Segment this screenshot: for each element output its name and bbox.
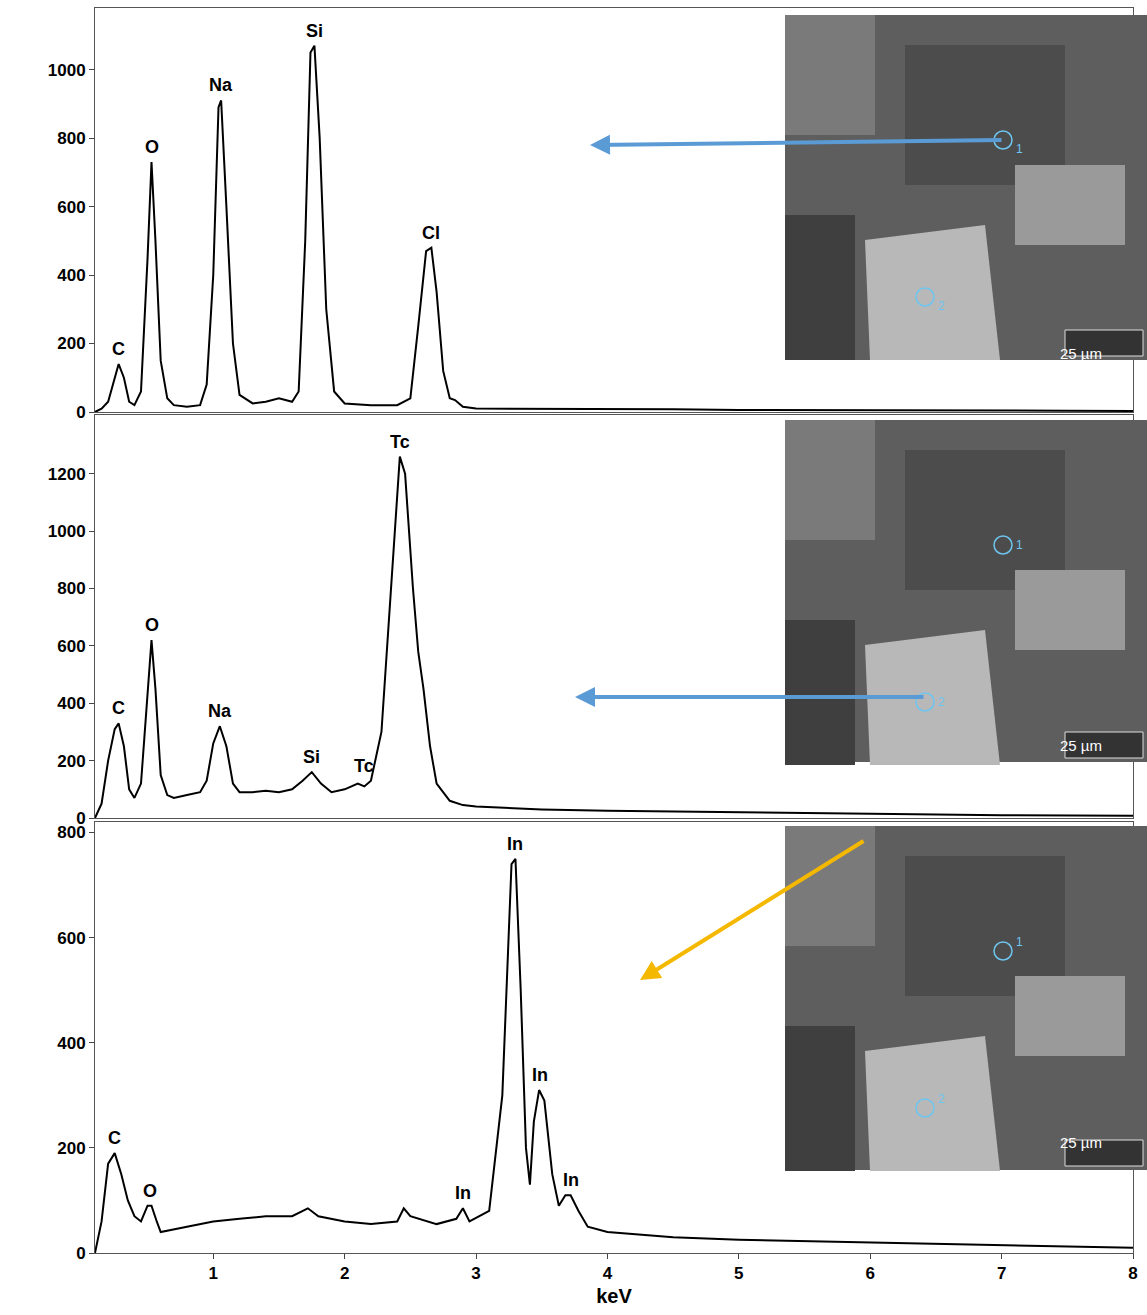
svg-text:7: 7 — [997, 1264, 1006, 1283]
svg-text:keV: keV — [596, 1285, 632, 1307]
svg-text:1200: 1200 — [48, 465, 86, 484]
svg-text:1000: 1000 — [48, 61, 86, 80]
svg-text:Na: Na — [209, 75, 233, 95]
svg-text:C: C — [112, 339, 125, 359]
svg-text:400: 400 — [57, 694, 85, 713]
svg-text:4: 4 — [603, 1264, 613, 1283]
svg-text:600: 600 — [57, 929, 85, 948]
svg-text:O: O — [143, 1181, 157, 1201]
svg-text:1: 1 — [1016, 935, 1023, 949]
svg-text:In: In — [563, 1170, 579, 1190]
svg-text:Cl: Cl — [422, 223, 440, 243]
svg-text:In: In — [532, 1065, 548, 1085]
svg-text:In: In — [455, 1183, 471, 1203]
svg-text:2: 2 — [340, 1264, 349, 1283]
svg-text:400: 400 — [57, 266, 85, 285]
svg-text:Na: Na — [208, 701, 232, 721]
svg-text:1: 1 — [209, 1264, 218, 1283]
svg-text:400: 400 — [57, 1034, 85, 1053]
svg-text:2: 2 — [938, 1092, 945, 1106]
svg-text:800: 800 — [57, 129, 85, 148]
svg-text:Si: Si — [303, 747, 320, 767]
svg-text:1: 1 — [1016, 142, 1023, 156]
svg-text:600: 600 — [57, 637, 85, 656]
svg-text:Si: Si — [306, 21, 323, 41]
svg-text:0: 0 — [76, 809, 85, 828]
svg-text:25 µm: 25 µm — [1060, 1134, 1102, 1151]
svg-text:6: 6 — [865, 1264, 874, 1283]
svg-text:5: 5 — [734, 1264, 743, 1283]
svg-text:800: 800 — [57, 579, 85, 598]
svg-text:2: 2 — [938, 299, 945, 313]
svg-text:O: O — [145, 615, 159, 635]
svg-text:200: 200 — [57, 752, 85, 771]
svg-text:200: 200 — [57, 1139, 85, 1158]
svg-text:800: 800 — [57, 823, 85, 842]
svg-text:C: C — [108, 1128, 121, 1148]
svg-text:O: O — [145, 137, 159, 157]
svg-text:In: In — [507, 834, 523, 854]
svg-text:0: 0 — [76, 1244, 85, 1263]
svg-text:8: 8 — [1128, 1264, 1137, 1283]
svg-text:200: 200 — [57, 334, 85, 353]
svg-text:25 µm: 25 µm — [1060, 345, 1102, 362]
svg-text:25 µm: 25 µm — [1060, 737, 1102, 754]
svg-text:C: C — [112, 698, 125, 718]
svg-text:3: 3 — [471, 1264, 480, 1283]
svg-text:1000: 1000 — [48, 522, 86, 541]
svg-text:2: 2 — [938, 695, 945, 709]
svg-text:1: 1 — [1016, 538, 1023, 552]
svg-text:Tc: Tc — [390, 432, 410, 452]
svg-text:0: 0 — [76, 403, 85, 422]
svg-text:Tc: Tc — [354, 756, 374, 776]
svg-text:600: 600 — [57, 198, 85, 217]
